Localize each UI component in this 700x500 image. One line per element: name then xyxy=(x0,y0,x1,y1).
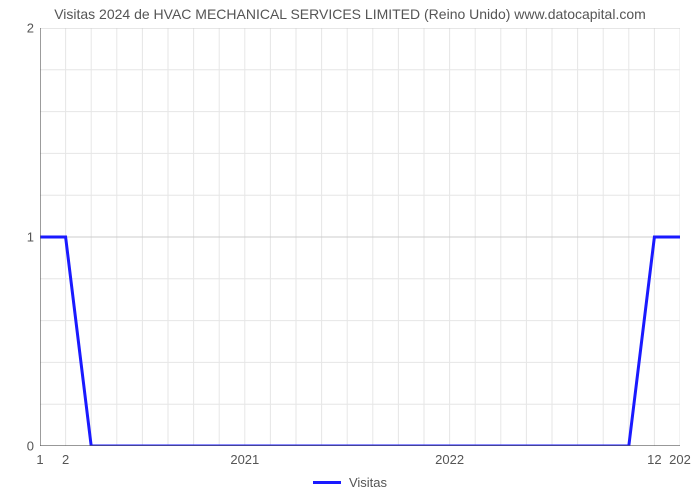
y-tick-label: 0 xyxy=(0,439,34,454)
legend: Visitas xyxy=(0,474,700,490)
plot-area xyxy=(40,28,680,446)
chart-title: Visitas 2024 de HVAC MECHANICAL SERVICES… xyxy=(0,6,700,22)
y-tick-label: 2 xyxy=(0,21,34,36)
x-tick-label: 12 xyxy=(647,452,661,467)
x-tick-label: 202 xyxy=(669,452,691,467)
x-tick-label: 2022 xyxy=(435,452,464,467)
chart-container: Visitas 2024 de HVAC MECHANICAL SERVICES… xyxy=(0,0,700,500)
x-tick-label: 2 xyxy=(62,452,69,467)
legend-swatch xyxy=(313,481,341,484)
x-tick-label: 2021 xyxy=(230,452,259,467)
x-tick-label: 1 xyxy=(36,452,43,467)
legend-label: Visitas xyxy=(349,475,387,490)
y-tick-label: 1 xyxy=(0,230,34,245)
chart-svg xyxy=(40,28,680,446)
